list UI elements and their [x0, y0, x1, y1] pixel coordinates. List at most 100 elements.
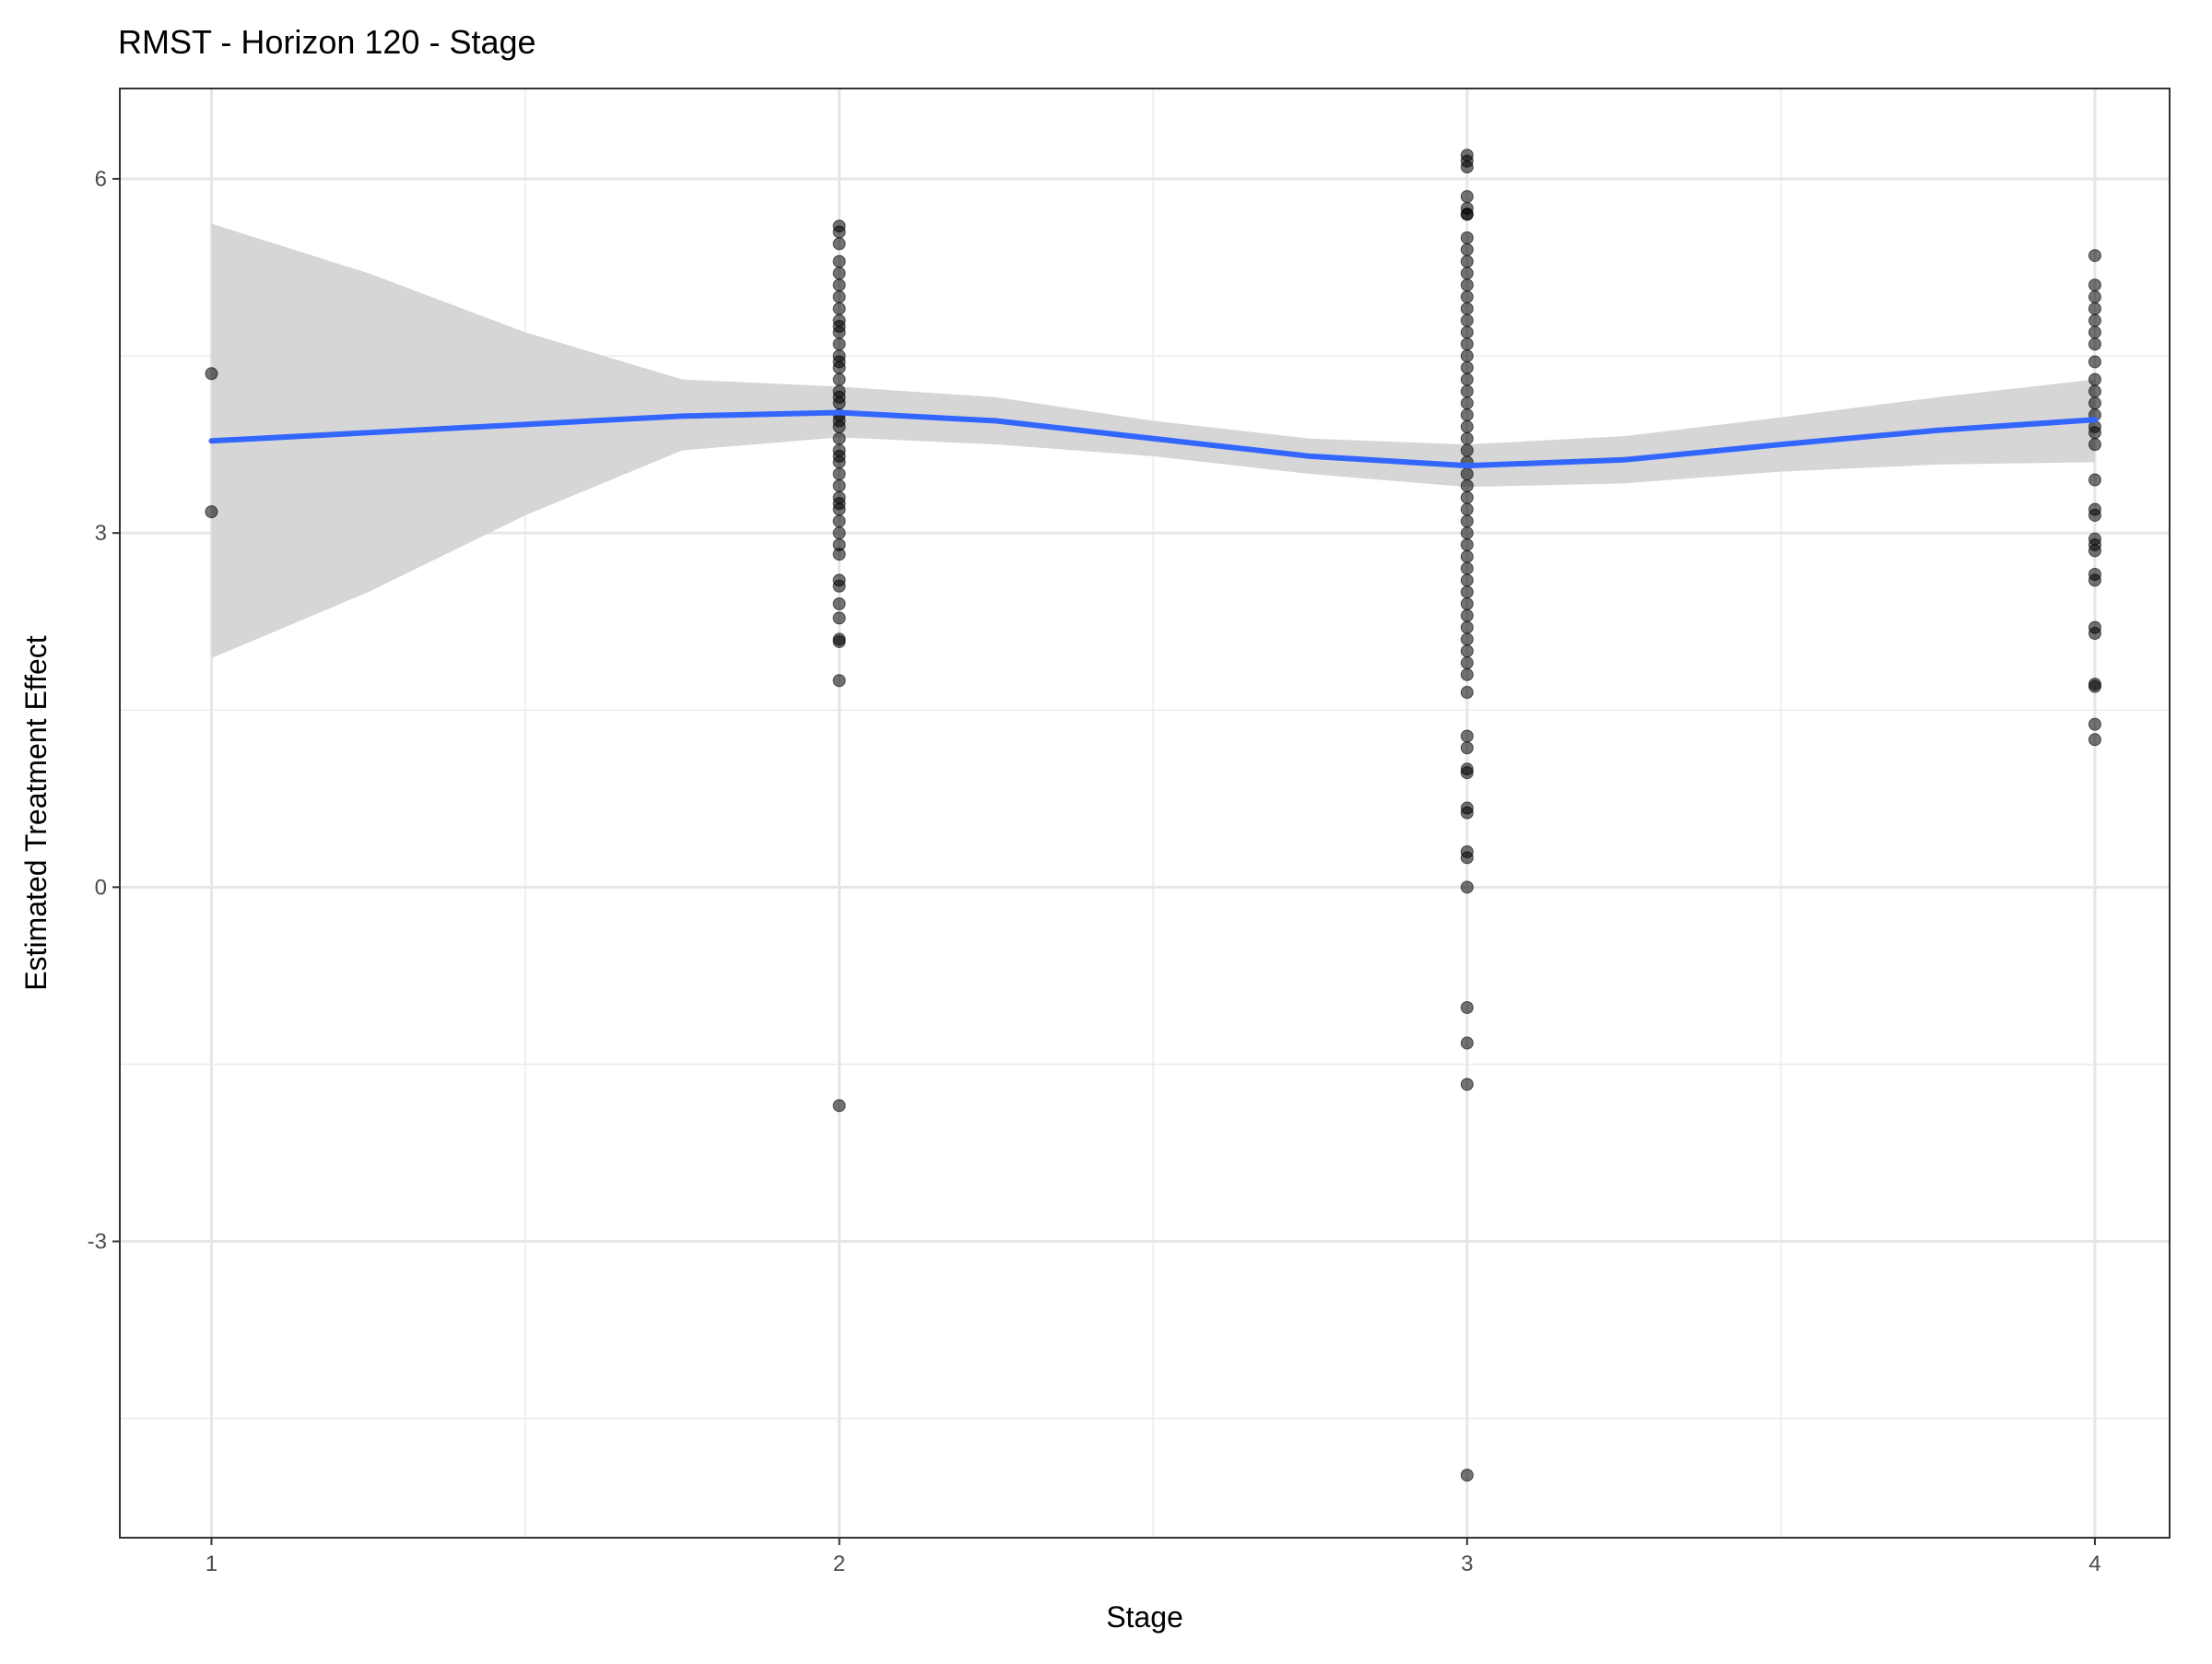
data-point: [1460, 1078, 1474, 1092]
data-point: [1460, 741, 1474, 755]
data-point: [1460, 478, 1474, 492]
data-point: [832, 467, 846, 481]
data-point: [1460, 851, 1474, 865]
data-point: [1460, 360, 1474, 374]
data-point: [832, 237, 846, 251]
data-point: [1460, 806, 1474, 820]
data-point: [1460, 160, 1474, 174]
data-point: [832, 278, 846, 292]
data-point: [2088, 627, 2101, 641]
data-point: [2088, 733, 2101, 747]
data-point: [2088, 301, 2101, 315]
data-point: [1460, 729, 1474, 743]
data-point: [832, 548, 846, 561]
data-point: [1460, 667, 1474, 681]
data-point: [2088, 337, 2101, 351]
data-point: [2088, 508, 2101, 522]
data-point: [832, 1099, 846, 1113]
data-point: [832, 611, 846, 625]
data-point: [1460, 313, 1474, 327]
y-tick-label: 0: [95, 875, 107, 900]
data-point: [832, 579, 846, 593]
x-tick-label: 1: [206, 1552, 218, 1576]
data-point: [2088, 249, 2101, 263]
data-point: [2088, 426, 2101, 440]
data-point: [1460, 372, 1474, 386]
data-point: [1460, 526, 1474, 540]
data-point: [1460, 549, 1474, 563]
data-point: [2088, 473, 2101, 487]
chart-title: RMST - Horizon 120 - Stage: [118, 23, 536, 61]
data-point: [2088, 372, 2101, 386]
data-point: [1460, 585, 1474, 599]
data-point: [832, 634, 846, 648]
data-point: [1460, 337, 1474, 351]
data-point: [1460, 597, 1474, 611]
data-point: [1460, 880, 1474, 894]
data-point: [832, 266, 846, 280]
data-point: [832, 449, 846, 463]
data-point: [832, 320, 846, 334]
data-point: [1460, 644, 1474, 658]
data-point: [1460, 573, 1474, 587]
data-point: [2088, 290, 2101, 304]
data-point: [1460, 490, 1474, 504]
data-point: [832, 355, 846, 369]
plot-marks: [205, 148, 2101, 1482]
data-point: [1460, 278, 1474, 292]
axes: 1 2 3 4 -3 0 3 6: [88, 167, 2101, 1576]
data-point: [2088, 438, 2101, 452]
data-point: [1460, 1469, 1474, 1482]
data-point: [1460, 766, 1474, 780]
data-point: [205, 367, 218, 381]
x-tick-label: 3: [1461, 1552, 1473, 1576]
data-point: [1460, 301, 1474, 315]
data-point: [832, 514, 846, 528]
data-point: [2088, 679, 2101, 693]
data-point: [1460, 419, 1474, 433]
data-point: [1460, 266, 1474, 280]
data-point: [2088, 313, 2101, 327]
data-point: [832, 414, 846, 428]
data-point: [1460, 190, 1474, 204]
y-tick-label: 6: [95, 167, 107, 192]
data-point: [1460, 408, 1474, 422]
data-point: [832, 478, 846, 492]
data-point: [1460, 1000, 1474, 1014]
x-tick-label: 4: [2088, 1552, 2100, 1576]
data-point: [1460, 502, 1474, 516]
data-point: [832, 597, 846, 611]
data-point: [832, 674, 846, 688]
smooth-line: [208, 409, 2098, 469]
data-point: [1460, 443, 1474, 457]
y-tick-label: 3: [95, 521, 107, 546]
data-point: [2088, 573, 2101, 587]
data-point: [1460, 514, 1474, 528]
data-point: [1460, 608, 1474, 622]
data-point: [1460, 396, 1474, 410]
data-point: [1460, 325, 1474, 339]
data-point: [1460, 620, 1474, 634]
data-point: [832, 526, 846, 540]
data-point: [1460, 431, 1474, 445]
data-point: [1460, 242, 1474, 256]
y-tick-label: -3: [88, 1230, 107, 1255]
data-point: [1460, 537, 1474, 551]
data-point: [1460, 467, 1474, 481]
data-point: [1460, 384, 1474, 398]
data-point: [2088, 325, 2101, 339]
data-point: [832, 254, 846, 268]
data-point: [1460, 686, 1474, 700]
data-point: [1460, 632, 1474, 646]
data-point: [1460, 1036, 1474, 1050]
data-point: [832, 301, 846, 315]
data-point: [832, 431, 846, 445]
data-point: [2088, 717, 2101, 731]
data-point: [1460, 561, 1474, 575]
data-point: [1460, 254, 1474, 268]
data-point: [832, 290, 846, 304]
data-point: [2088, 396, 2101, 410]
